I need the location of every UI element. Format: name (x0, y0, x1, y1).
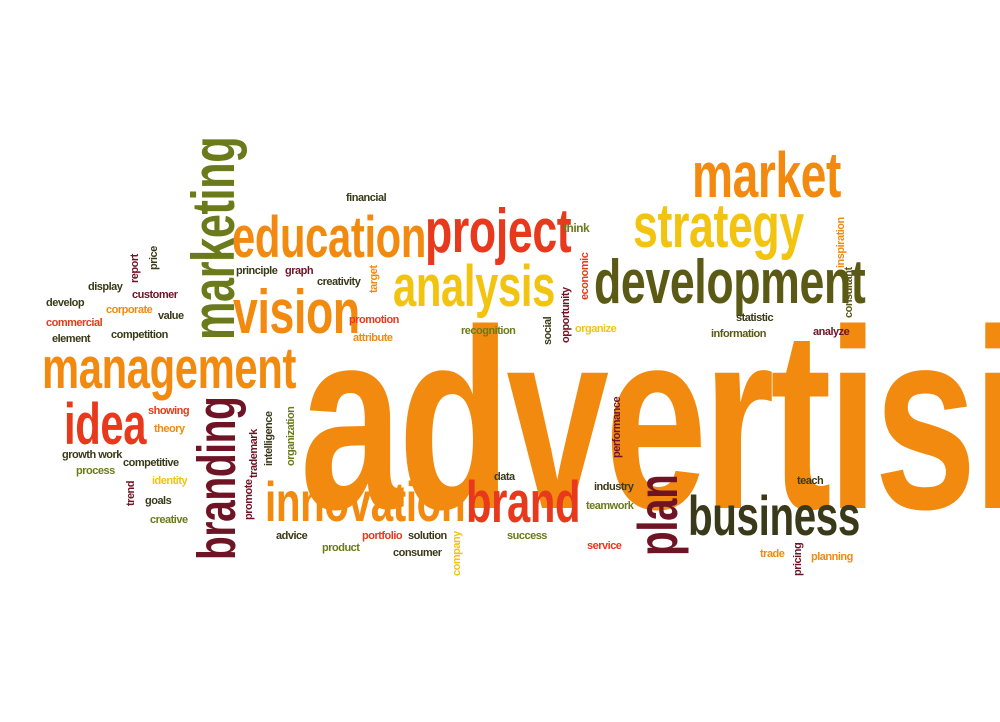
word-business: business (688, 484, 860, 547)
word-creativity: creativity (317, 276, 361, 288)
word-develop: develop (46, 297, 85, 309)
word-market: market (692, 139, 841, 211)
word-intelligence: intelligence (263, 411, 275, 466)
word-price: price (148, 246, 160, 270)
word-management: management (42, 336, 297, 401)
word-analyze: analyze (813, 326, 850, 338)
word-theory: theory (154, 423, 185, 435)
word-solution: solution (408, 530, 447, 542)
word-product: product (322, 542, 360, 554)
word-identity: identity (152, 475, 188, 487)
word-financial: financial (346, 192, 387, 204)
word-brand: brand (466, 470, 581, 535)
word-vision: vision (233, 278, 360, 347)
word-strategy: strategy (633, 192, 804, 261)
word-teach: teach (797, 475, 824, 487)
word-attribute: attribute (353, 332, 393, 344)
word-industry: industry (594, 481, 634, 493)
word-planning: planning (811, 551, 853, 563)
word-advertising: advertising (300, 277, 1000, 563)
word-customer: customer (132, 289, 178, 301)
word-trade: trade (760, 548, 785, 560)
word-data: data (494, 471, 515, 483)
word-value: value (158, 310, 184, 322)
word-principle: principle (236, 265, 278, 277)
word-growth-work: growth work (62, 449, 122, 461)
word-element: element (52, 333, 91, 345)
word-statistic: statistic (736, 312, 774, 324)
word-teamwork: teamwork (586, 500, 634, 512)
word-organize: organize (575, 323, 617, 335)
word-think: think (563, 221, 590, 235)
word-portfolio: portfolio (362, 530, 403, 542)
word-promote: promote (243, 479, 255, 521)
word-recognition: recognition (461, 325, 516, 337)
word-organization: organization (285, 406, 297, 466)
word-company: company (451, 531, 463, 576)
word-target: target (368, 265, 380, 293)
word-plan: plan (626, 474, 689, 556)
word-inspiration: inspiration (835, 217, 847, 268)
word-report: report (129, 254, 141, 283)
word-education: education (232, 205, 426, 270)
word-process: process (76, 465, 115, 477)
word-advice: advice (276, 530, 308, 542)
word-opportunity: opportunity (560, 287, 572, 343)
word-goals: goals (145, 495, 172, 507)
word-creative: creative (150, 514, 188, 526)
word-success: success (507, 530, 547, 542)
word-development: development (594, 248, 866, 317)
word-performance: performance (611, 396, 623, 458)
word-consumer: consumer (393, 547, 442, 559)
word-project: project (425, 197, 572, 266)
word-commercial: commercial (46, 317, 103, 329)
word-economic: economic (579, 252, 591, 300)
word-idea: idea (64, 392, 147, 457)
word-branding: branding (187, 396, 247, 560)
word-corporate: corporate (106, 304, 153, 316)
word-pricing: pricing (792, 542, 804, 576)
word-trademark: trademark (248, 429, 260, 478)
word-promotion: promotion (349, 314, 399, 326)
word-display: display (88, 281, 123, 293)
word-innovation: innovation (265, 470, 466, 533)
word-trend: trend (125, 481, 137, 506)
word-analysis: analysis (393, 254, 555, 319)
word-competition: competition (111, 329, 168, 341)
word-social: social (542, 316, 554, 345)
word-showing: showing (148, 405, 190, 417)
word-service: service (587, 540, 622, 552)
word-competitive: competitive (123, 457, 179, 469)
word-graph: graph (285, 265, 314, 277)
word-information: information (711, 328, 767, 340)
word-consultant: consultant (843, 267, 855, 318)
